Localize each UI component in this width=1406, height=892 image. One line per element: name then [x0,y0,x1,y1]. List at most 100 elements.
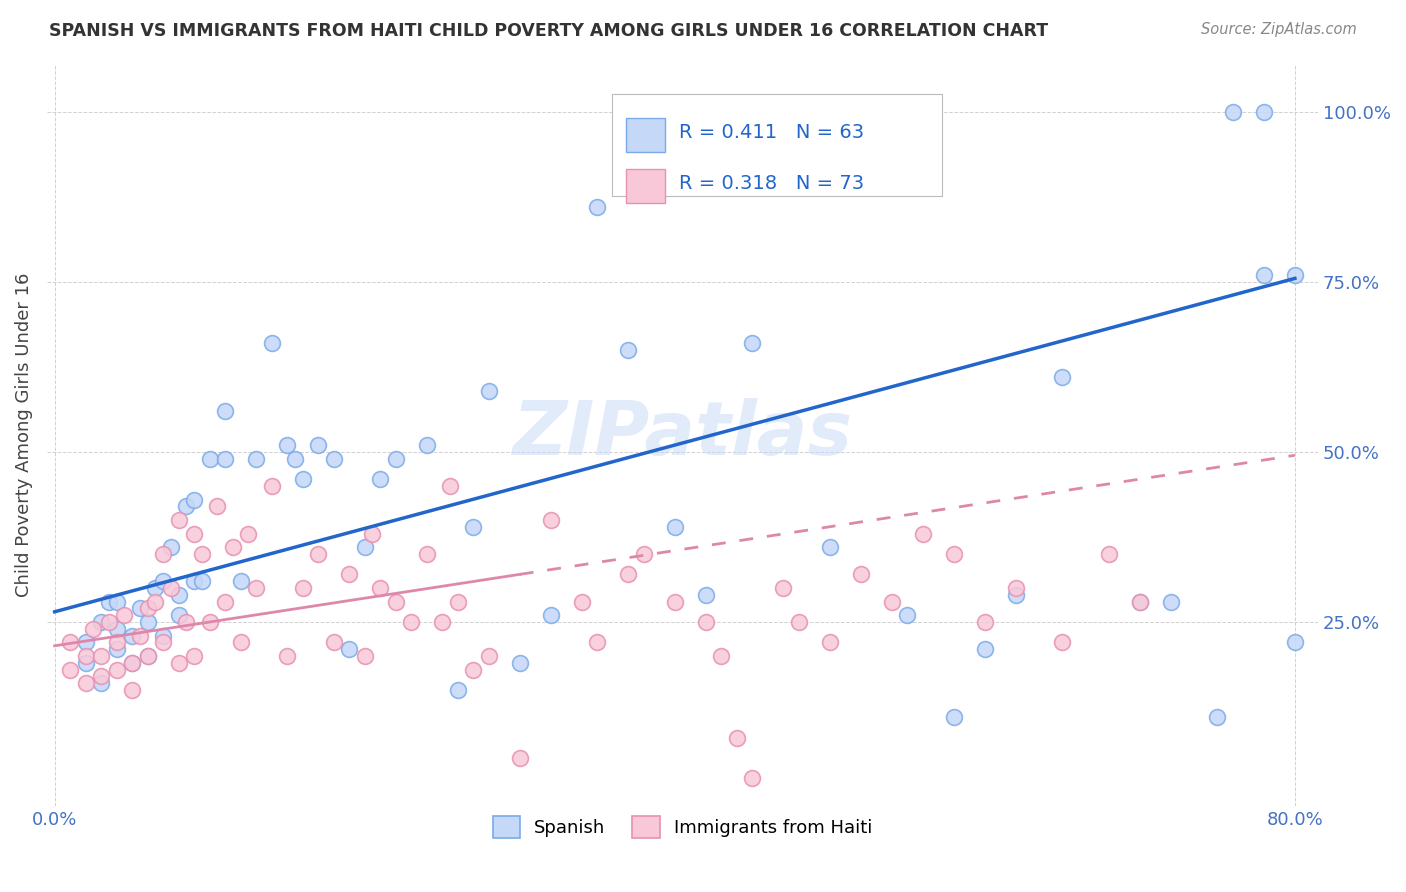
Point [633,547,655,561]
Point [214,404,236,418]
Point [82,622,104,636]
Point [167,588,190,602]
Point [75,635,97,649]
Point [167,513,190,527]
Point [207,500,229,514]
Point [368,581,391,595]
Y-axis label: Child Poverty Among Girls Under 16: Child Poverty Among Girls Under 16 [15,273,32,597]
Point [447,683,470,698]
Point [1004,588,1026,602]
Point [540,513,562,527]
Point [75,676,97,690]
Point [167,608,190,623]
Point [129,629,152,643]
Point [322,635,344,649]
Point [415,438,437,452]
Point [152,574,174,589]
Point [198,615,221,629]
Point [176,500,198,514]
Point [136,615,159,629]
Point [222,540,245,554]
Point [276,438,298,452]
Point [136,601,159,615]
Point [121,683,143,698]
Point [214,594,236,608]
Point [322,451,344,466]
Point [183,526,205,541]
Point [152,629,174,643]
Point [368,472,391,486]
Point [191,547,214,561]
Point [97,594,120,608]
Point [710,648,733,663]
Point [90,648,112,663]
Point [942,710,965,724]
Point [229,574,252,589]
Point [1052,370,1074,384]
Point [105,635,128,649]
Point [447,594,470,608]
Point [238,526,260,541]
Point [617,567,640,582]
Point [1129,594,1152,608]
Point [214,451,236,466]
Point [509,656,531,670]
Point [136,648,159,663]
Point [97,615,120,629]
Point [741,336,763,351]
Point [136,648,159,663]
Point [112,608,135,623]
Point [399,615,422,629]
Point [384,451,406,466]
Point [59,663,82,677]
Point [509,751,531,765]
Point [1284,635,1306,649]
Point [291,581,314,595]
Point [152,635,174,649]
Point [145,581,167,595]
Point [617,343,640,357]
Legend: Spanish, Immigrants from Haiti: Spanish, Immigrants from Haiti [485,808,880,845]
Point [75,656,97,670]
Point [183,648,205,663]
Point [167,656,190,670]
Point [276,648,298,663]
Text: SPANISH VS IMMIGRANTS FROM HAITI CHILD POVERTY AMONG GIRLS UNDER 16 CORRELATION : SPANISH VS IMMIGRANTS FROM HAITI CHILD P… [49,22,1049,40]
Point [973,642,995,657]
Point [105,642,128,657]
Point [198,451,221,466]
Point [152,547,174,561]
Point [463,663,485,677]
Point [191,574,214,589]
Point [478,384,501,398]
Point [160,581,183,595]
Point [160,540,183,554]
Point [1129,594,1152,608]
Point [75,648,97,663]
Point [1052,635,1074,649]
Point [896,608,918,623]
Point [432,615,454,629]
Point [942,547,965,561]
Point [245,451,267,466]
Point [384,594,406,608]
Point [59,635,82,649]
Point [695,615,717,629]
Point [741,772,763,786]
Point [1222,104,1244,119]
Point [105,622,128,636]
Point [1284,268,1306,282]
Point [361,526,384,541]
Point [540,608,562,623]
Point [1253,268,1275,282]
Point [121,629,143,643]
Point [229,635,252,649]
Point [1004,581,1026,595]
Point [183,574,205,589]
Point [664,594,686,608]
Point [260,479,283,493]
Point [353,540,375,554]
Point [90,669,112,683]
Point [90,615,112,629]
Point [586,200,609,214]
